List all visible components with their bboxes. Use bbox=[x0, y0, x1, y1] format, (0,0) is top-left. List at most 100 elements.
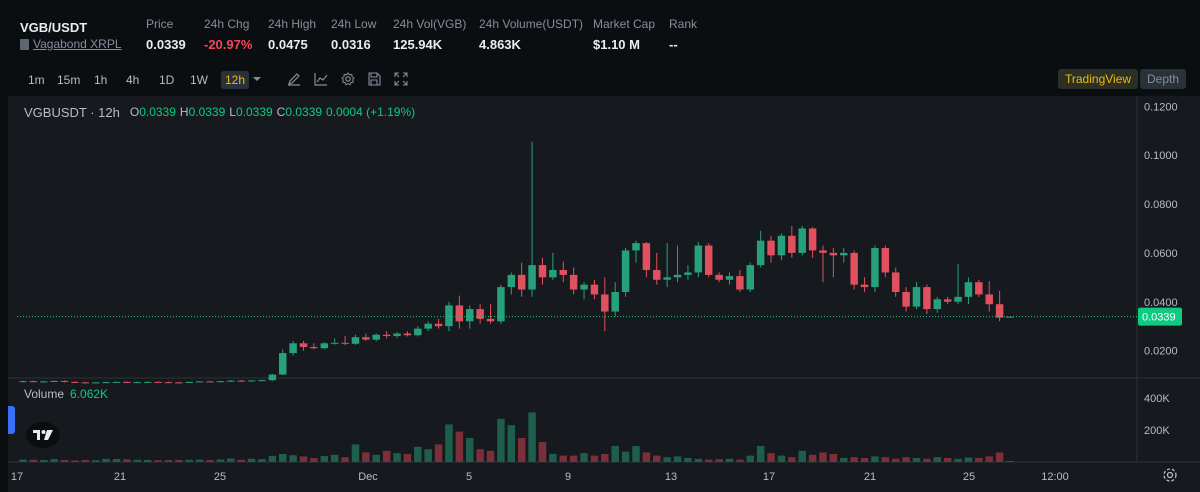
volume-bar bbox=[808, 454, 817, 462]
candle-body bbox=[975, 282, 983, 295]
project-name-link[interactable]: Vagabond XRPL bbox=[33, 37, 122, 51]
volume-label: Volume bbox=[24, 387, 65, 401]
candle-body bbox=[621, 250, 630, 292]
volume-bar bbox=[330, 454, 339, 462]
tradingview-logo bbox=[26, 422, 60, 448]
chart-settings-icon[interactable] bbox=[1162, 467, 1178, 483]
volume-bar bbox=[819, 452, 827, 462]
volume-bar bbox=[881, 457, 890, 462]
volume-bar bbox=[278, 454, 287, 462]
volume-bar bbox=[50, 459, 58, 462]
volume-bar bbox=[559, 455, 567, 462]
candle-body bbox=[310, 346, 318, 349]
volume-bar bbox=[268, 455, 277, 462]
stat-24h-high: 24h High 0.0475 bbox=[268, 17, 316, 52]
candle-body bbox=[143, 381, 152, 383]
volume-bar bbox=[164, 460, 173, 462]
timeframe-1h[interactable]: 1h bbox=[94, 73, 108, 87]
candle-body bbox=[549, 269, 557, 278]
timeframe-4h[interactable]: 4h bbox=[126, 73, 140, 87]
timeframe-1m[interactable]: 1m bbox=[28, 73, 45, 87]
stat-value: 4.863K bbox=[479, 37, 521, 52]
timeframe-15m[interactable]: 15m bbox=[57, 73, 81, 87]
volume-tick-label: 400K bbox=[1144, 393, 1170, 405]
volume-bar bbox=[455, 431, 464, 462]
volume-bar bbox=[112, 459, 121, 462]
fullscreen-icon[interactable] bbox=[394, 72, 408, 86]
volume-bar bbox=[673, 456, 682, 462]
candle-body bbox=[673, 274, 682, 278]
volume-bar bbox=[351, 444, 360, 462]
candle-body bbox=[133, 382, 142, 384]
volume-bar bbox=[434, 444, 443, 462]
time-tick-label: 21 bbox=[114, 471, 126, 483]
last-price-label: 0.0339 bbox=[1142, 312, 1176, 324]
book-icon bbox=[20, 38, 29, 50]
tradingview-tab[interactable]: TradingView bbox=[1058, 69, 1139, 89]
timeframe-1d[interactable]: 1D bbox=[159, 73, 175, 87]
volume-bar bbox=[102, 458, 110, 462]
collapse-panel-tab[interactable] bbox=[8, 406, 15, 434]
timeframe-12h[interactable]: 12h bbox=[221, 71, 250, 89]
volume-bar bbox=[684, 458, 692, 462]
candle-body bbox=[102, 382, 110, 384]
time-tick-label: 9 bbox=[565, 471, 571, 483]
price-tick-label: 0.0600 bbox=[1144, 248, 1178, 260]
last-price-badge bbox=[1138, 307, 1182, 326]
volume-legend: Volume 6.062K bbox=[24, 387, 108, 401]
volume-bar bbox=[912, 458, 921, 462]
pair-symbol[interactable]: VGB/USDT bbox=[20, 20, 88, 35]
candle-body bbox=[891, 272, 900, 292]
candle-body bbox=[81, 382, 90, 384]
volume-bar bbox=[788, 457, 796, 462]
timeframe-1w[interactable]: 1W bbox=[190, 73, 208, 87]
volume-bar bbox=[81, 460, 90, 462]
volume-bar bbox=[933, 457, 942, 462]
candle-body bbox=[372, 334, 380, 340]
depth-tab[interactable]: Depth bbox=[1140, 69, 1187, 89]
volume-bar bbox=[860, 458, 869, 462]
candle-body bbox=[455, 305, 464, 322]
volume-bar bbox=[195, 459, 204, 462]
candle-body bbox=[601, 294, 609, 312]
volume-bar bbox=[975, 458, 983, 462]
volume-bar bbox=[424, 449, 432, 462]
volume-bar bbox=[736, 459, 744, 462]
stat-label: Market Cap bbox=[593, 17, 656, 31]
stat-label: Rank bbox=[669, 17, 698, 31]
volume-bar bbox=[227, 458, 235, 462]
candle-body bbox=[278, 353, 287, 375]
candle-body bbox=[954, 296, 962, 302]
candle-body bbox=[684, 272, 692, 275]
pair-subtitle[interactable]: Vagabond XRPL bbox=[20, 37, 122, 51]
volume-bar bbox=[777, 455, 786, 462]
candle-body bbox=[29, 381, 38, 383]
volume-tick-label: 200K bbox=[1144, 425, 1170, 437]
volume-bar bbox=[954, 458, 962, 462]
settings-icon[interactable] bbox=[341, 72, 355, 86]
chevron-down-icon[interactable] bbox=[252, 74, 262, 84]
save-icon[interactable] bbox=[367, 72, 381, 86]
volume-bar bbox=[829, 454, 838, 462]
stat-label: 24h Vol(VGB) bbox=[393, 17, 467, 31]
candle-body bbox=[642, 243, 651, 270]
high-value: 0.0339 bbox=[188, 105, 226, 119]
candle-body bbox=[91, 382, 100, 384]
candle-body bbox=[434, 323, 443, 327]
chart-panel[interactable] bbox=[8, 96, 1200, 492]
stat-value: 0.0475 bbox=[268, 37, 308, 52]
price-tick-label: 0.1200 bbox=[1144, 101, 1178, 113]
candle-body bbox=[746, 265, 755, 290]
ohlc-legend: VGBUSDT · 12h O0.0339 H0.0339 L0.0339 C0… bbox=[24, 105, 415, 120]
time-tick-label: 12:00 bbox=[1041, 471, 1069, 483]
candle-body bbox=[715, 274, 723, 280]
candle-body bbox=[933, 299, 942, 310]
stat-24h-vol-quote: 24h Volume(USDT) 4.863K bbox=[479, 17, 583, 52]
candle-body bbox=[71, 381, 79, 383]
volume-bar bbox=[289, 455, 297, 462]
indicator-icon[interactable] bbox=[314, 72, 328, 86]
stat-value: $1.10 M bbox=[593, 37, 640, 52]
volume-bar bbox=[621, 451, 630, 462]
pencil-icon[interactable] bbox=[287, 72, 301, 86]
